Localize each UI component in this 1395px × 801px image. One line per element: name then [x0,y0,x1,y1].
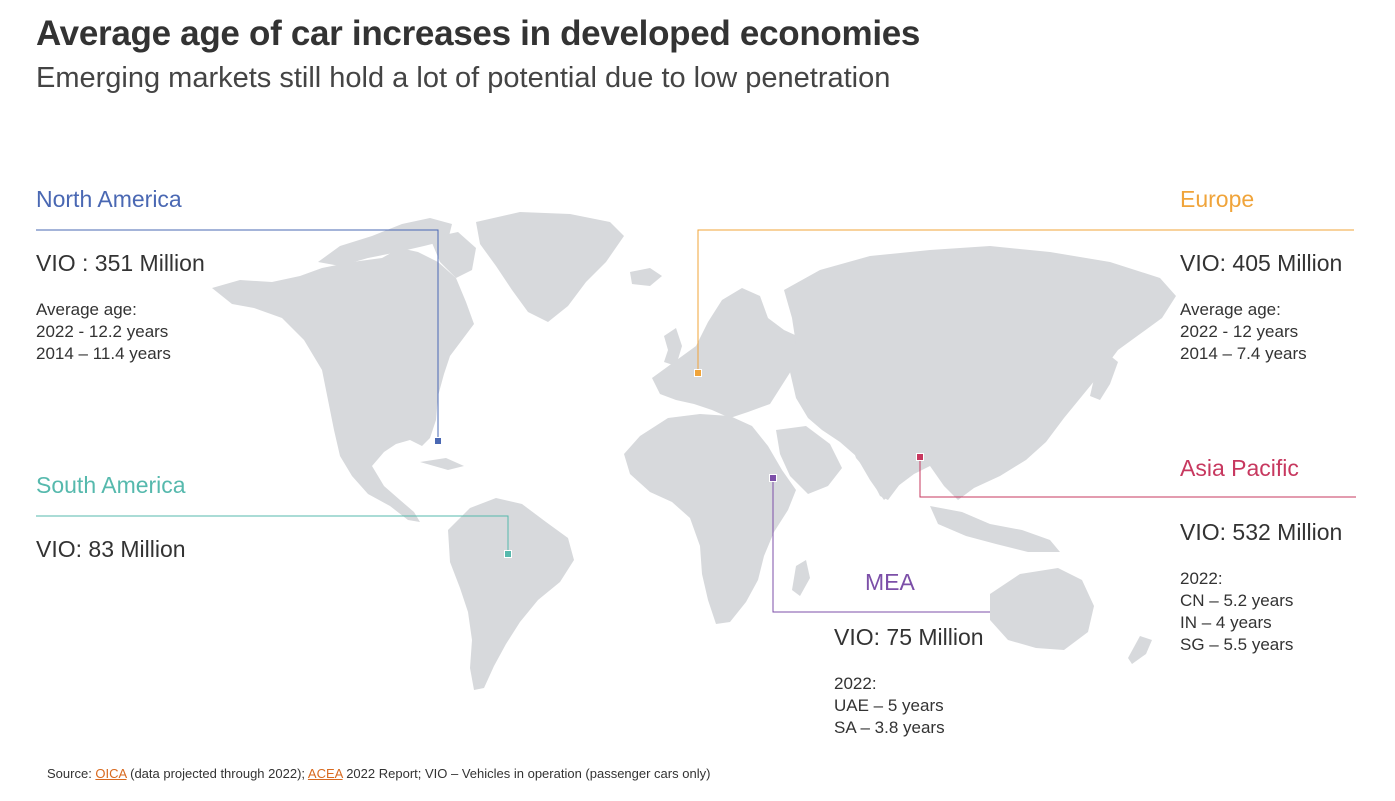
region-callouts [36,229,1356,613]
acea-link[interactable]: ACEA [307,766,343,781]
landmass-baffin [430,232,476,278]
page-title: Average age of car increases in develope… [36,14,921,53]
source-prefix: Source: [47,766,96,781]
europe-detail-line: Average age: [1180,300,1281,319]
mea-vio: VIO: 75 Million [834,624,984,650]
landmass-arabia [776,426,842,494]
source-note: Source: OICA (data projected through 202… [47,766,710,781]
north-america-detail-line: 2014 – 11.4 years [36,344,171,363]
asia-pacific-details: 2022: CN – 5.2 years IN – 4 years SG – 5… [1180,568,1293,656]
south-america-label: South America [36,472,186,498]
landmass-africa [624,414,796,624]
mea-details: 2022: UAE – 5 years SA – 3.8 years [834,673,945,739]
landmass-iceland [630,268,662,286]
landmass-new-zealand [1128,636,1152,664]
landmass-japan [1090,354,1118,400]
north-america-leader-line [36,229,439,441]
source-text-2: 2022 Report; VIO – Vehicles in operation… [342,766,711,781]
europe-detail-line: 2022 - 12 years [1180,322,1299,341]
south-america-marker [504,550,512,558]
landmass-south-america [448,498,574,690]
europe-details: Average age: 2022 - 12 years 2014 – 7.4 … [1180,299,1307,365]
landmass-north-america [212,248,474,522]
south-america-leader-line [36,515,509,554]
landmass-madagascar [792,560,810,596]
mea-detail-line: UAE – 5 years [834,696,944,715]
asia-pacific-detail-line: SG – 5.5 years [1180,635,1294,654]
asia-pacific-label: Asia Pacific [1180,455,1299,481]
europe-label: Europe [1180,186,1255,212]
mea-marker [769,474,777,482]
source-text-1: (data projected through 2022); [126,766,308,781]
asia-pacific-marker [916,453,924,461]
page-subtitle: Emerging markets still hold a lot of pot… [36,62,891,94]
asia-pacific-detail-line: 2022: [1180,569,1223,588]
europe-marker [694,369,702,377]
north-america-vio: VIO : 351 Million [36,250,205,276]
mea-leader-line [772,478,990,613]
landmass-caribbean [420,458,464,470]
landmass-uk [664,328,682,366]
world-land-masses [212,212,1176,690]
asia-pacific-leader-line [919,457,1356,498]
europe-vio: VIO: 405 Million [1180,250,1343,276]
landmass-australia [990,568,1094,650]
europe-detail-line: 2014 – 7.4 years [1180,344,1307,363]
europe-leader-line [697,229,1354,373]
mea-label: MEA [865,569,915,595]
north-america-details: Average age: 2022 - 12.2 years 2014 – 11… [36,299,171,365]
north-america-detail-line: Average age: [36,300,137,319]
landmass-asia [784,246,1176,500]
oica-link[interactable]: OICA [95,766,127,781]
mea-detail-line: SA – 3.8 years [834,718,945,737]
north-america-detail-line: 2022 - 12.2 years [36,322,169,341]
landmass-southeast-asia [930,506,1060,552]
mea-detail-line: 2022: [834,674,877,693]
landmass-greenland [476,212,624,322]
asia-pacific-detail-line: IN – 4 years [1180,613,1272,632]
asia-pacific-detail-line: CN – 5.2 years [1180,591,1294,610]
landmass-india [850,432,912,500]
north-america-label: North America [36,186,182,212]
north-america-marker [434,437,442,445]
landmass-europe [652,288,806,418]
south-america-vio: VIO: 83 Million [36,536,186,562]
asia-pacific-vio: VIO: 532 Million [1180,519,1343,545]
